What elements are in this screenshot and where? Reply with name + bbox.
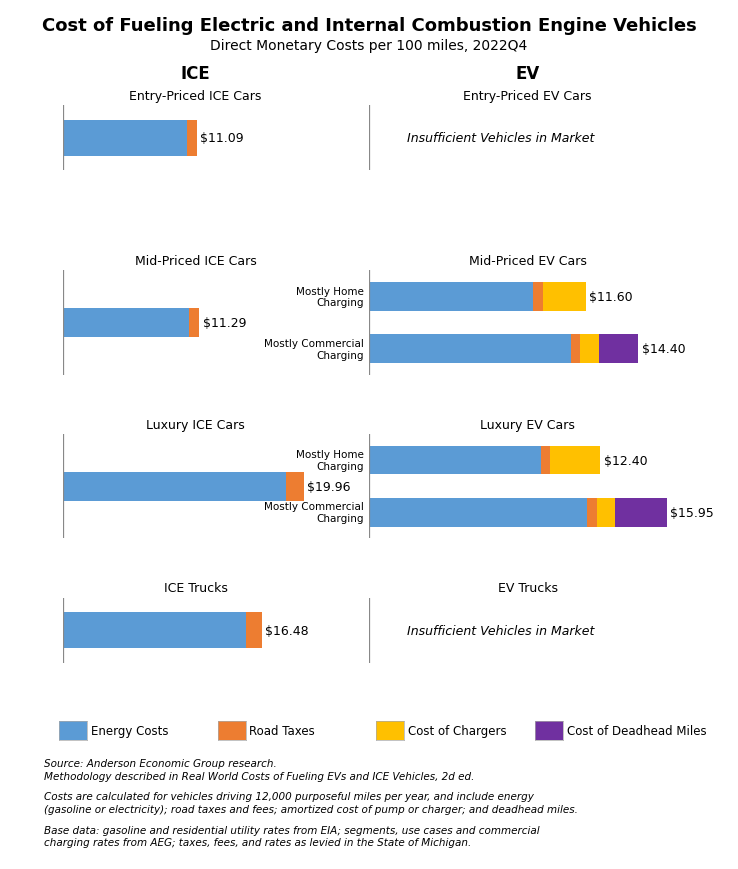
- Bar: [63, 308, 189, 338]
- Text: $16.48: $16.48: [266, 624, 309, 637]
- Text: ICE Trucks: ICE Trucks: [164, 581, 227, 594]
- Bar: [550, 447, 601, 474]
- Bar: [615, 499, 666, 527]
- Text: Energy Costs: Energy Costs: [91, 725, 168, 737]
- Text: $15.95: $15.95: [670, 507, 714, 519]
- Text: Insufficient Vehicles in Market: Insufficient Vehicles in Market: [407, 132, 594, 145]
- Text: $11.29: $11.29: [203, 317, 246, 329]
- Bar: [63, 613, 246, 648]
- Text: Luxury EV Cars: Luxury EV Cars: [480, 418, 575, 431]
- Text: Cost of Chargers: Cost of Chargers: [408, 725, 507, 737]
- Text: Entry-Priced ICE Cars: Entry-Priced ICE Cars: [129, 90, 262, 103]
- Bar: [369, 283, 534, 312]
- Text: Source: Anderson Economic Group research.: Source: Anderson Economic Group research…: [44, 758, 277, 767]
- Bar: [541, 447, 550, 474]
- Bar: [599, 335, 638, 364]
- Text: Costs are calculated for vehicles driving 12,000 purposeful miles per year, and : Costs are calculated for vehicles drivin…: [44, 791, 534, 801]
- Bar: [587, 499, 597, 527]
- Text: Mostly Home
Charging: Mostly Home Charging: [295, 287, 363, 308]
- Bar: [597, 499, 615, 527]
- Text: Luxury ICE Cars: Luxury ICE Cars: [146, 418, 245, 431]
- Text: Mid-Priced EV Cars: Mid-Priced EV Cars: [469, 255, 587, 268]
- Text: Mostly Commercial
Charging: Mostly Commercial Charging: [263, 339, 363, 360]
- Text: $14.40: $14.40: [641, 343, 685, 355]
- Bar: [63, 121, 187, 156]
- Bar: [286, 473, 304, 501]
- Bar: [369, 335, 570, 364]
- Bar: [369, 447, 541, 474]
- Text: Mostly Home
Charging: Mostly Home Charging: [295, 450, 363, 471]
- Text: $11.60: $11.60: [589, 291, 633, 303]
- Text: Direct Monetary Costs per 100 miles, 2022Q4: Direct Monetary Costs per 100 miles, 202…: [210, 39, 528, 53]
- Text: $19.96: $19.96: [308, 481, 351, 493]
- Text: Cost of Fueling Electric and Internal Combustion Engine Vehicles: Cost of Fueling Electric and Internal Co…: [41, 17, 697, 36]
- Bar: [187, 121, 196, 156]
- Text: Mid-Priced ICE Cars: Mid-Priced ICE Cars: [135, 255, 256, 268]
- Text: Base data: gasoline and residential utility rates from EIA; segments, use cases : Base data: gasoline and residential util…: [44, 825, 540, 834]
- Text: $12.40: $12.40: [604, 454, 648, 467]
- Bar: [369, 499, 587, 527]
- Bar: [63, 473, 286, 501]
- Bar: [542, 283, 585, 312]
- Text: charging rates from AEG; taxes, fees, and rates as levied in the State of Michig: charging rates from AEG; taxes, fees, an…: [44, 838, 472, 847]
- Bar: [189, 308, 199, 338]
- Text: EV: EV: [516, 64, 539, 83]
- Text: ICE: ICE: [181, 64, 210, 83]
- Text: $11.09: $11.09: [200, 132, 244, 145]
- Text: Road Taxes: Road Taxes: [249, 725, 315, 737]
- Bar: [534, 283, 542, 312]
- Bar: [580, 335, 599, 364]
- Text: Cost of Deadhead Miles: Cost of Deadhead Miles: [567, 725, 706, 737]
- Text: Methodology described in Real World Costs of Fueling EVs and ICE Vehicles, 2d ed: Methodology described in Real World Cost…: [44, 771, 475, 780]
- Bar: [246, 613, 262, 648]
- Bar: [570, 335, 580, 364]
- Text: Mostly Commercial
Charging: Mostly Commercial Charging: [263, 502, 363, 523]
- Text: EV Trucks: EV Trucks: [497, 581, 558, 594]
- Text: (gasoline or electricity); road taxes and fees; amortized cost of pump or charge: (gasoline or electricity); road taxes an…: [44, 804, 578, 814]
- Text: Insufficient Vehicles in Market: Insufficient Vehicles in Market: [407, 624, 594, 637]
- Text: Entry-Priced EV Cars: Entry-Priced EV Cars: [463, 90, 592, 103]
